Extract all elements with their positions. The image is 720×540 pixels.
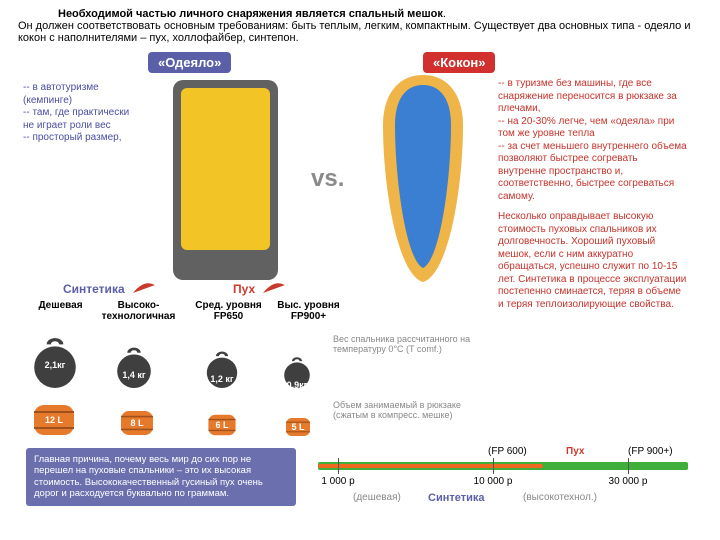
bag-kokon-icon [368,70,478,285]
bag-odeyalo-icon [173,80,278,280]
left-bullets: -- в автотуризме (кемпинге) -- там, где … [23,82,143,145]
sack-icon: 5 L [283,414,313,440]
tab-odeyalo: «Одеяло» [148,52,231,73]
weights-row: Вес спальника рассчитанного на температу… [23,332,683,388]
vs-label: vs. [311,165,344,193]
weights-desc: Вес спальника рассчитанного на температу… [333,334,483,354]
weight-icon: 0,9кг [281,356,313,388]
price-scale: 1 000 р10 000 р30 000 р(FP 600)Пух(FP 90… [318,448,688,508]
intro-line2: Он должен соответствовать основным требо… [18,20,702,44]
sacks-row: Объем занимаемый в рюкзаке (сжатым в ком… [23,396,683,440]
weight-icon: 2,1кг [29,336,81,388]
weight-icon: 1,2 кг [203,350,241,388]
sacks-desc: Объем занимаемый в рюкзаке (сжатым в ком… [333,400,483,420]
intro-bold: Необходимой частью личного снаряжения яв… [58,8,443,20]
right-bullets: -- в туризме без машины, где все снаряже… [498,78,688,311]
sack-icon: 12 L [29,400,79,440]
intro-text: Необходимой частью личного снаряжения яв… [18,8,702,44]
sack-icon: 6 L [205,410,239,440]
sack-icon: 8 L [117,406,157,440]
weight-icon: 1,4 кг [113,346,155,388]
bottom-note: Главная причина, почему весь мир до сих … [26,448,296,506]
infographic: «Одеяло» «Кокон» -- в автотуризме (кемпи… [18,50,702,510]
